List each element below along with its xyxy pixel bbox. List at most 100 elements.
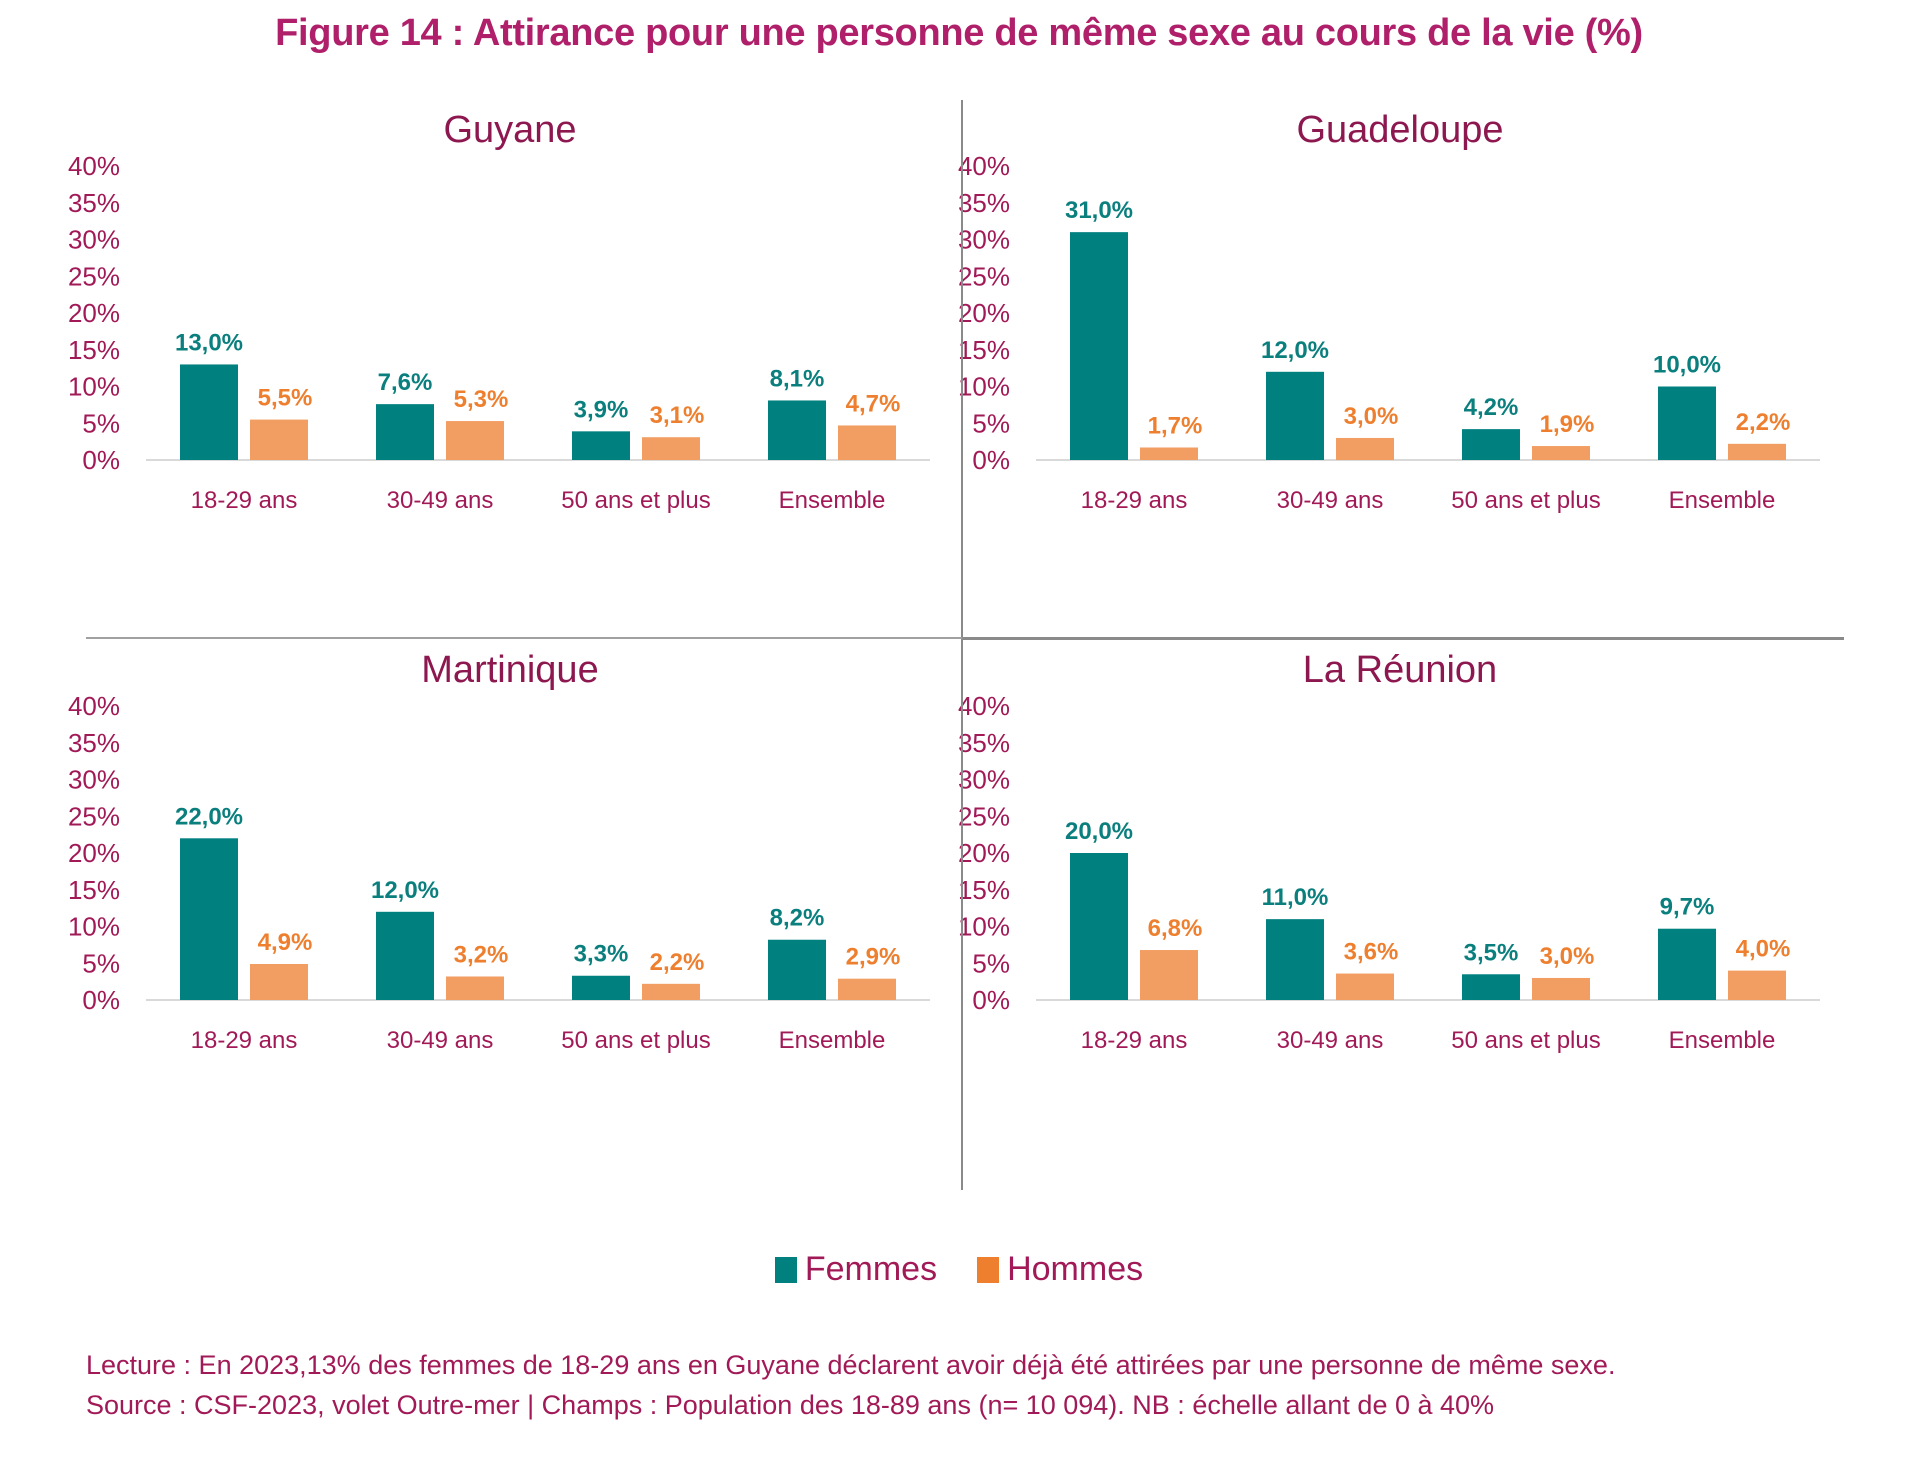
bar-femmes-50-ans-et-plus — [572, 431, 630, 460]
chart-panel-martinique: Martinique 0% 5% 10% 15% 20% 25% 30% 35% 40% 18-29… — [68, 640, 950, 1180]
bar-hommes-30-49-ans — [446, 421, 504, 460]
legend-swatch-femmes — [774, 1256, 797, 1283]
y-tick-label: 10% — [68, 372, 120, 402]
x-tick-label: 18-29 ans — [1081, 1027, 1188, 1054]
x-tick-label: 30-49 ans — [1277, 487, 1384, 514]
bar-hommes-18-29-ans — [1140, 950, 1198, 1000]
bar-hommes-18-29-ans — [250, 963, 308, 1000]
x-tick-label: 30-49 ans — [387, 487, 494, 514]
bar-chart-guyane: Guyane 0% 5% 10% 15% 20% 25% 30% 35% 40% 18-29 ans… — [68, 109, 930, 514]
y-tick-label: 5% — [972, 948, 1010, 978]
y-tick-label: 25% — [958, 801, 1010, 831]
bar-chart-martinique: Martinique 0% 5% 10% 15% 20% 25% 30% 35% 40% 18-29… — [68, 649, 930, 1054]
data-label-femmes: 12,0% — [371, 877, 439, 904]
y-tick-label: 40% — [68, 691, 120, 721]
y-tick-label: 35% — [68, 188, 120, 218]
y-tick-label: 30% — [958, 225, 1010, 255]
x-tick-label: Ensemble — [1669, 487, 1776, 514]
x-tick-label: 18-29 ans — [191, 487, 298, 514]
x-tick-label: 18-29 ans — [191, 1027, 298, 1054]
x-tick-label: Ensemble — [779, 1027, 886, 1054]
chart-title: Guadeloupe — [1296, 109, 1503, 151]
y-tick-label: 15% — [68, 875, 120, 905]
y-tick-label: 15% — [958, 875, 1010, 905]
data-label-hommes: 4,0% — [1736, 936, 1791, 963]
legend-swatch-hommes — [977, 1256, 1000, 1283]
data-label-femmes: 12,0% — [1261, 337, 1329, 364]
bar-femmes-ensemble — [768, 939, 826, 1000]
x-tick-label: 30-49 ans — [387, 1027, 494, 1054]
y-tick-label: 20% — [68, 838, 120, 868]
x-tick-label: 30-49 ans — [1277, 1027, 1384, 1054]
bar-hommes-30-49-ans — [1336, 973, 1394, 1000]
bar-chart-la-reunion: La Réunion 0% 5% 10% 15% 20% 25% 30% 35% 40% 18-29… — [958, 649, 1820, 1054]
data-label-femmes: 20,0% — [1065, 818, 1133, 845]
data-label-hommes: 6,8% — [1148, 915, 1203, 942]
chart-title: Martinique — [421, 649, 598, 691]
figure-title: Figure 14 : Attirance pour une personne … — [275, 12, 1643, 54]
data-label-hommes: 3,0% — [1540, 943, 1595, 970]
bar-femmes-18-29-ans — [1070, 232, 1128, 460]
y-tick-label: 10% — [958, 912, 1010, 942]
chart-title: La Réunion — [1303, 649, 1497, 691]
bar-femmes-30-49-ans — [1266, 371, 1324, 460]
y-tick-label: 0% — [82, 445, 120, 475]
horizontal-divider-left — [86, 637, 962, 639]
bar-hommes-18-29-ans — [250, 419, 308, 460]
bar-femmes-30-49-ans — [376, 404, 434, 460]
data-label-femmes: 3,3% — [574, 941, 629, 968]
x-tick-label: Ensemble — [1669, 1027, 1776, 1054]
data-label-femmes: 3,5% — [1464, 939, 1519, 966]
data-label-femmes: 7,6% — [378, 369, 433, 396]
bar-hommes-ensemble — [838, 425, 896, 460]
source-note: Source : CSF-2023, volet Outre-mer | Cha… — [86, 1390, 1495, 1420]
reading-note: Lecture : En 2023,13% des femmes de 18-2… — [86, 1350, 1616, 1380]
bar-femmes-18-29-ans — [1070, 853, 1128, 1000]
x-tick-label: 50 ans et plus — [1451, 487, 1600, 514]
data-label-hommes: 2,2% — [1736, 409, 1791, 436]
y-tick-label: 25% — [68, 261, 120, 291]
y-tick-label: 35% — [958, 728, 1010, 758]
bar-hommes-ensemble — [1728, 443, 1786, 460]
x-tick-label: 50 ans et plus — [561, 1027, 710, 1054]
legend: Femmes Hommes — [0, 1250, 1918, 1289]
y-tick-label: 35% — [958, 188, 1010, 218]
y-tick-label: 30% — [68, 225, 120, 255]
y-tick-label: 20% — [68, 298, 120, 328]
chart-panel-guyane: Guyane 0% 5% 10% 15% 20% 25% 30% 35% 40% 18-29 ans… — [68, 100, 950, 640]
y-tick-label: 15% — [958, 335, 1010, 365]
y-tick-label: 5% — [82, 948, 120, 978]
x-tick-label: 18-29 ans — [1081, 487, 1188, 514]
legend-label-hommes: Hommes — [1007, 1250, 1144, 1288]
bar-femmes-18-29-ans — [180, 364, 238, 460]
bar-femmes-18-29-ans — [180, 838, 238, 1000]
bar-femmes-30-49-ans — [1266, 919, 1324, 1000]
legend-item-femmes: Femmes — [774, 1250, 938, 1289]
bar-hommes-ensemble — [1728, 970, 1786, 1000]
data-label-femmes: 31,0% — [1065, 197, 1133, 224]
bar-hommes-18-29-ans — [1140, 447, 1198, 460]
y-tick-label: 35% — [68, 728, 120, 758]
data-label-femmes: 10,0% — [1653, 352, 1721, 379]
y-tick-label: 20% — [958, 298, 1010, 328]
y-tick-label: 10% — [68, 912, 120, 942]
y-tick-label: 25% — [68, 801, 120, 831]
chart-panel-la-reunion: La Réunion 0% 5% 10% 15% 20% 25% 30% 35% 40% 18-29… — [958, 640, 1840, 1180]
data-label-hommes: 3,6% — [1344, 939, 1399, 966]
horizontal-divider-right — [962, 637, 1844, 640]
data-label-hommes: 1,9% — [1540, 411, 1595, 438]
data-label-femmes: 9,7% — [1660, 894, 1715, 921]
bar-femmes-ensemble — [1658, 386, 1716, 460]
data-label-hommes: 2,2% — [650, 949, 705, 976]
data-label-hommes: 4,9% — [258, 929, 313, 956]
legend-label-femmes: Femmes — [804, 1250, 938, 1288]
data-label-femmes: 13,0% — [175, 329, 243, 356]
bar-hommes-50-ans-et-plus — [1532, 977, 1590, 1000]
data-label-femmes: 8,1% — [770, 365, 825, 392]
data-label-hommes: 5,5% — [258, 385, 313, 412]
bar-femmes-ensemble — [1658, 928, 1716, 1000]
bar-femmes-30-49-ans — [376, 911, 434, 1000]
data-label-hommes: 3,2% — [454, 941, 509, 968]
figure-notes: Lecture : En 2023,13% des femmes de 18-2… — [86, 1345, 1846, 1425]
data-label-hommes: 4,7% — [846, 390, 901, 417]
